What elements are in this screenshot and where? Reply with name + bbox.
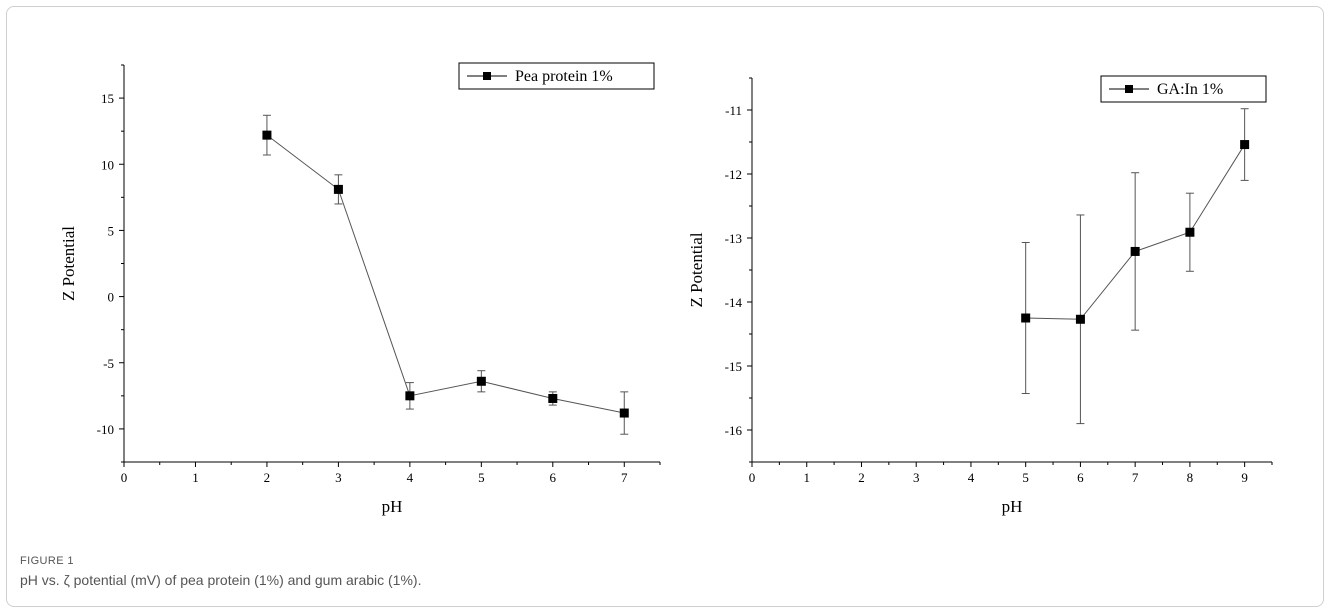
legend-label: GA:In 1% [1157, 81, 1223, 98]
x-axis-label: pH [1002, 497, 1023, 516]
x-tick-label: 6 [550, 470, 557, 485]
x-tick-label: 2 [264, 470, 271, 485]
data-point [262, 130, 272, 140]
x-axis-label: pH [382, 497, 403, 516]
x-tick-label: 7 [621, 470, 628, 485]
legend-marker [1125, 85, 1133, 93]
x-tick-label: 0 [749, 470, 756, 485]
data-point [333, 184, 343, 194]
data-point [1021, 313, 1031, 323]
y-tick-label: -16 [725, 423, 743, 438]
x-tick-label: 1 [192, 470, 199, 485]
x-tick-label: 0 [121, 470, 128, 485]
y-tick-label: -15 [725, 359, 742, 374]
y-tick-label: 5 [108, 223, 115, 238]
y-tick-label: 10 [101, 157, 114, 172]
x-tick-label: 5 [478, 470, 485, 485]
y-axis-label: Z Potential [59, 226, 78, 301]
data-point [1240, 140, 1250, 150]
figure-frame [6, 6, 1324, 607]
x-tick-label: 2 [858, 470, 865, 485]
x-tick-label: 4 [407, 470, 414, 485]
y-tick-label: -5 [103, 356, 114, 371]
chart-pea-protein: 0 1 2 3 4 5 6 7 -10 -5 0 5 10 15 pH Z Potential Pea prot… [59, 62, 661, 516]
figure-caption: pH vs. ζ potential (mV) of pea protein (… [20, 572, 422, 588]
chart-gum-arabic: 0 1 2 3 4 5 6 7 8 9 -16 -15 -14 -13 -12 -11 pH Z Potentia… [690, 75, 1273, 516]
legend-marker [483, 72, 491, 80]
data-point [1130, 246, 1140, 256]
data-point [619, 408, 629, 418]
x-tick-label: 3 [335, 470, 342, 485]
y-tick-label: -10 [97, 422, 114, 437]
data-point [1185, 227, 1195, 237]
y-tick-label: -13 [725, 231, 742, 246]
x-tick-label: 3 [913, 470, 920, 485]
y-tick-label: 15 [101, 91, 114, 106]
y-tick-label: -12 [725, 167, 742, 182]
data-point [548, 393, 558, 403]
x-tick-label: 1 [803, 470, 810, 485]
data-point [476, 376, 486, 386]
data-point [1075, 314, 1085, 324]
x-tick-label: 8 [1187, 470, 1194, 485]
figure-label: FIGURE 1 [20, 555, 74, 567]
x-tick-label: 4 [968, 470, 975, 485]
y-tick-label: -11 [725, 103, 742, 118]
x-tick-label: 5 [1022, 470, 1029, 485]
data-point [405, 391, 415, 401]
x-tick-label: 6 [1077, 470, 1084, 485]
legend-label: Pea protein 1% [515, 68, 613, 85]
y-tick-label: -14 [725, 295, 743, 310]
y-axis-label: Z Potential [690, 232, 706, 307]
series-line [266, 134, 625, 414]
y-tick-label: 0 [108, 290, 115, 305]
x-tick-label: 7 [1132, 470, 1139, 485]
x-tick-label: 9 [1241, 470, 1248, 485]
